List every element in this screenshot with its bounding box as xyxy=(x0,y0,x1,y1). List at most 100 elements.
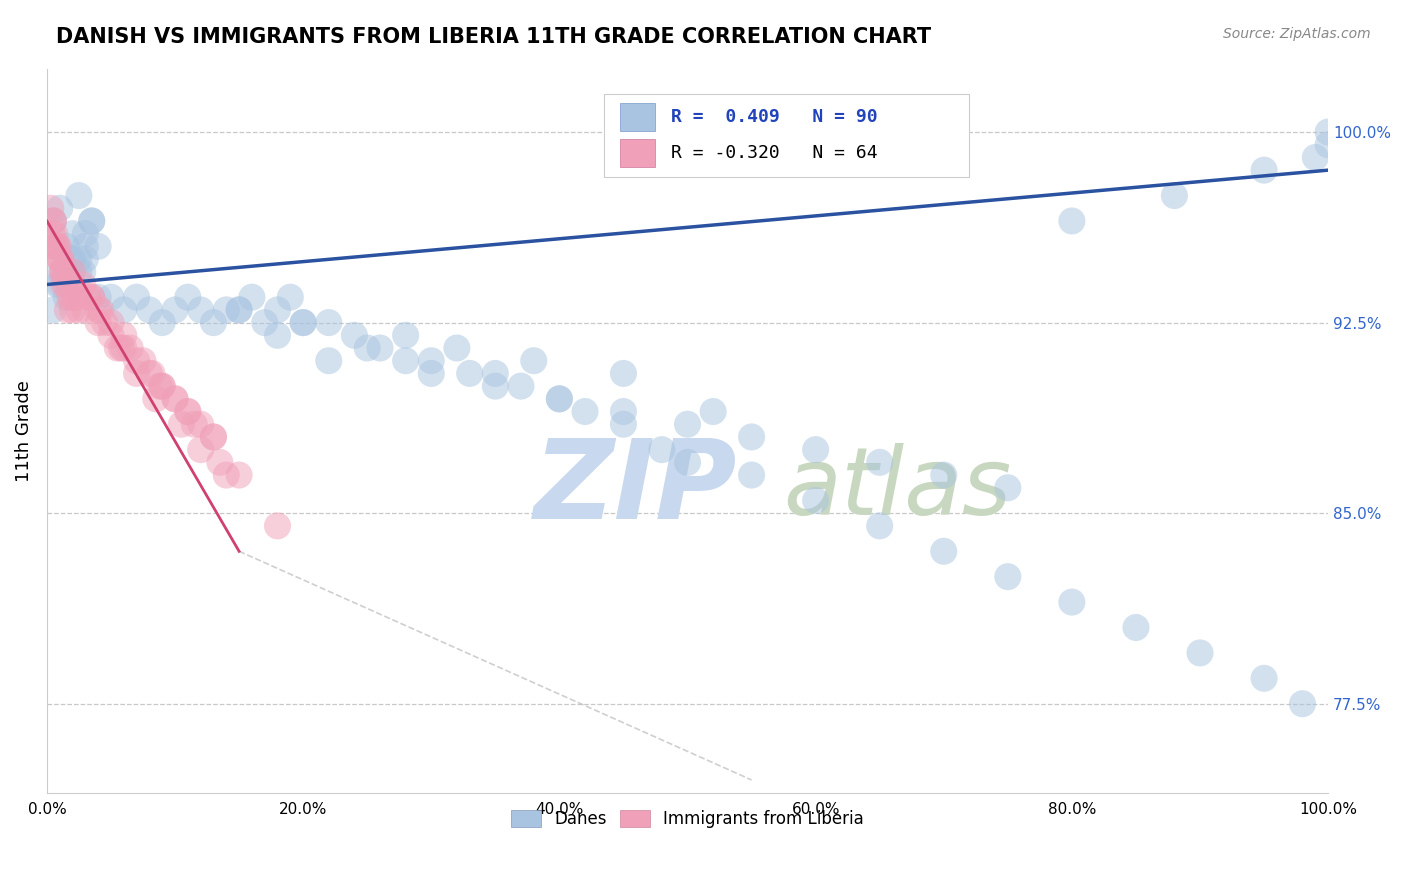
Text: Source: ZipAtlas.com: Source: ZipAtlas.com xyxy=(1223,27,1371,41)
Point xyxy=(100,316,122,330)
Text: R = -0.320   N = 64: R = -0.320 N = 64 xyxy=(671,145,877,162)
Point xyxy=(55,277,77,292)
Point xyxy=(125,367,148,381)
FancyBboxPatch shape xyxy=(620,103,655,131)
Point xyxy=(484,367,506,381)
Point xyxy=(48,252,70,266)
Point xyxy=(75,239,97,253)
Point xyxy=(1305,151,1327,165)
Point xyxy=(138,367,160,381)
Point xyxy=(59,252,82,266)
Point xyxy=(77,290,100,304)
Point xyxy=(163,302,186,317)
Point xyxy=(48,252,70,266)
Point xyxy=(87,239,110,253)
Point xyxy=(292,316,315,330)
Point xyxy=(253,316,276,330)
Point xyxy=(266,328,288,343)
Text: DANISH VS IMMIGRANTS FROM LIBERIA 11TH GRADE CORRELATION CHART: DANISH VS IMMIGRANTS FROM LIBERIA 11TH G… xyxy=(56,27,931,46)
FancyBboxPatch shape xyxy=(605,94,969,178)
Point xyxy=(46,277,69,292)
Point xyxy=(215,468,238,483)
Point xyxy=(163,392,186,406)
Point xyxy=(548,392,571,406)
Point xyxy=(420,353,443,368)
Point xyxy=(1291,697,1313,711)
Text: atlas: atlas xyxy=(783,443,1012,534)
Point xyxy=(125,353,148,368)
Point xyxy=(1253,163,1275,178)
Point xyxy=(141,367,163,381)
Point xyxy=(202,316,225,330)
Point xyxy=(72,265,94,279)
Point xyxy=(55,265,77,279)
Point xyxy=(266,302,288,317)
Point xyxy=(42,214,65,228)
Point xyxy=(343,328,366,343)
Point xyxy=(80,290,103,304)
Point xyxy=(67,265,90,279)
Point xyxy=(804,442,827,457)
Point xyxy=(420,367,443,381)
Point xyxy=(110,341,132,355)
Point xyxy=(51,265,73,279)
Point xyxy=(202,430,225,444)
Point xyxy=(702,404,724,418)
Point xyxy=(612,404,634,418)
Point xyxy=(52,277,75,292)
Point xyxy=(67,252,90,266)
Point xyxy=(318,316,340,330)
Point xyxy=(72,277,94,292)
Point xyxy=(278,290,301,304)
Point xyxy=(190,442,212,457)
Point xyxy=(51,265,73,279)
Point xyxy=(39,201,62,215)
Point xyxy=(67,188,90,202)
Point xyxy=(997,481,1019,495)
Point xyxy=(75,252,97,266)
Point xyxy=(484,379,506,393)
Point xyxy=(45,239,67,253)
Point xyxy=(228,302,250,317)
Point xyxy=(1188,646,1211,660)
Point xyxy=(183,417,205,432)
Point xyxy=(62,252,84,266)
Point xyxy=(446,341,468,355)
Point xyxy=(75,227,97,241)
Point xyxy=(228,302,250,317)
Point xyxy=(93,316,115,330)
Text: ZIP: ZIP xyxy=(534,435,737,542)
Point xyxy=(48,265,70,279)
Point xyxy=(120,341,142,355)
Point xyxy=(458,367,481,381)
Point xyxy=(63,290,86,304)
Point xyxy=(112,302,135,317)
Point xyxy=(75,302,97,317)
Point xyxy=(150,316,173,330)
Point xyxy=(87,302,110,317)
Point xyxy=(150,379,173,393)
Point xyxy=(190,302,212,317)
Point xyxy=(741,430,763,444)
Point xyxy=(42,214,65,228)
Point xyxy=(177,404,200,418)
Point xyxy=(41,227,63,241)
Point xyxy=(112,341,135,355)
Point xyxy=(145,392,167,406)
Point xyxy=(395,328,418,343)
Point xyxy=(62,265,84,279)
Point xyxy=(202,430,225,444)
Point xyxy=(215,302,238,317)
Point xyxy=(138,302,160,317)
Point xyxy=(1060,214,1083,228)
Point xyxy=(59,277,82,292)
Point xyxy=(1317,137,1340,152)
Point xyxy=(523,353,546,368)
Point xyxy=(90,302,112,317)
Point xyxy=(42,302,65,317)
Point xyxy=(80,214,103,228)
Point xyxy=(170,417,193,432)
Point xyxy=(266,519,288,533)
Point xyxy=(46,239,69,253)
Point xyxy=(612,417,634,432)
